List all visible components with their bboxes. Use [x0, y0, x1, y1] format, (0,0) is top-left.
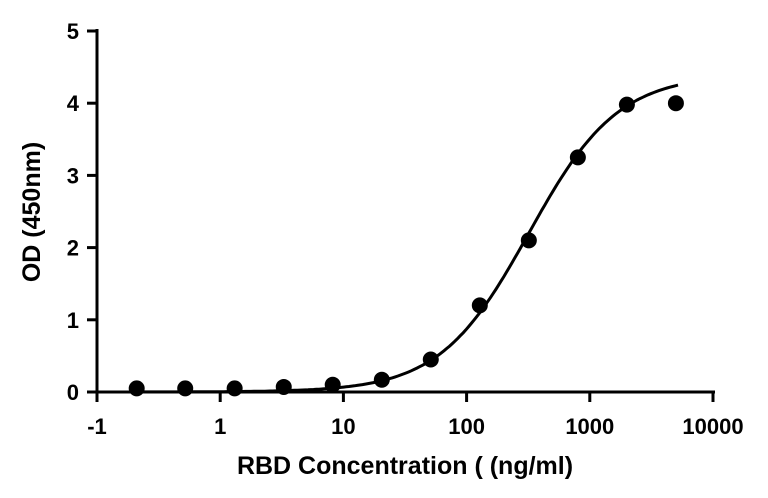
x-tick-label: -1	[87, 414, 107, 439]
x-tick-label: 1000	[565, 414, 614, 439]
data-point	[422, 351, 439, 368]
x-tick-label: 10000	[682, 414, 743, 439]
data-point	[373, 371, 390, 388]
data-point	[324, 376, 341, 393]
data-point	[275, 378, 292, 395]
data-point	[177, 380, 194, 397]
x-tick-label: 10	[331, 414, 355, 439]
data-point	[128, 380, 145, 397]
data-point	[520, 232, 537, 249]
data-point	[667, 95, 684, 112]
fit-curve	[134, 83, 679, 394]
data-point	[226, 380, 243, 397]
x-tick-label: 100	[448, 414, 485, 439]
y-axis-label: OD (450nm)	[18, 142, 46, 282]
y-tick-label: 1	[67, 308, 79, 333]
axes: -1 1 10 100 1000 10000 0 1 2 3 4 5	[67, 19, 744, 439]
y-tick-label: 4	[67, 91, 80, 116]
y-tick-label: 3	[67, 163, 79, 188]
data-points	[128, 95, 684, 397]
data-point	[569, 149, 586, 166]
y-tick-label: 5	[67, 19, 79, 44]
y-tick-label: 0	[67, 380, 79, 405]
data-point	[471, 297, 488, 314]
fit-curve-group	[134, 83, 679, 394]
x-tick-label: 1	[214, 414, 226, 439]
y-tick-label: 2	[67, 236, 79, 261]
x-axis-label: RBD Concentration ( (ng/ml)	[237, 452, 573, 480]
data-point	[618, 96, 635, 113]
